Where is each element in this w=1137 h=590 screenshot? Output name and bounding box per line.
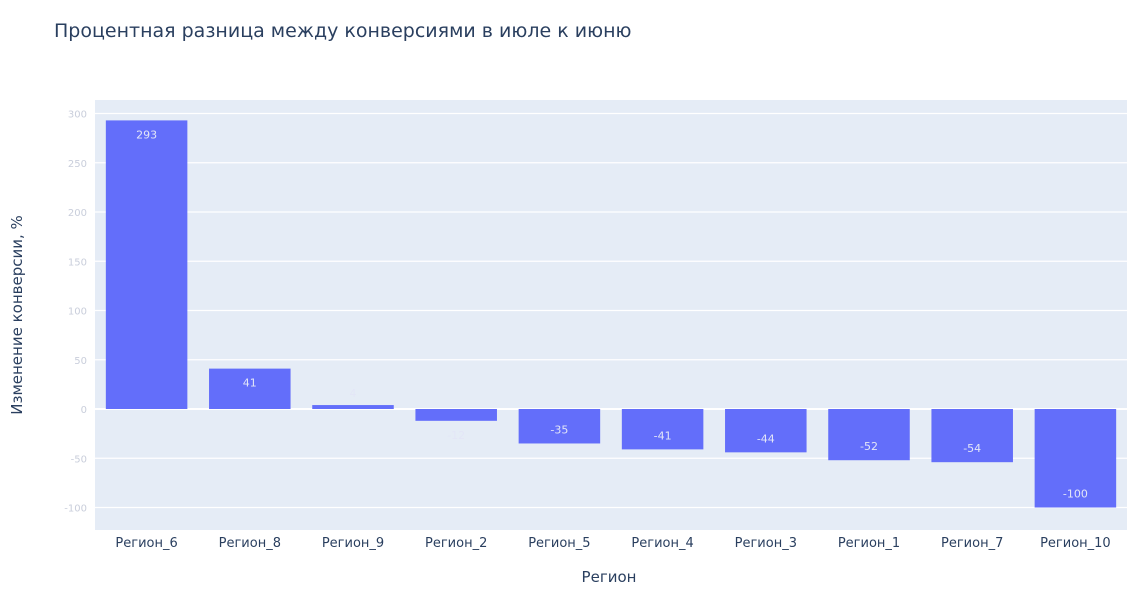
x-tick-label: Регион_9 <box>322 536 384 551</box>
data-label: -41 <box>654 429 672 442</box>
chart-title: Процентная разница между конверсиями в и… <box>54 20 632 42</box>
data-label: -100 <box>1063 488 1088 501</box>
bar-регион-9 <box>312 405 394 409</box>
bar-регион-5 <box>518 409 601 444</box>
bars <box>105 120 1117 508</box>
bar-регион-1 <box>828 409 910 461</box>
bar-регион-3 <box>725 409 807 453</box>
data-label: -35 <box>550 423 568 436</box>
y-tick-label: -100 <box>64 504 87 515</box>
bar-регион-7 <box>931 409 1013 463</box>
y-tick-label: 0 <box>81 405 87 416</box>
y-tick-label: -50 <box>71 454 87 465</box>
bar-регион-8 <box>209 368 291 409</box>
x-tick-label: Регион_4 <box>631 536 693 551</box>
x-tick-label: Регион_3 <box>735 536 797 551</box>
y-tick-label: 300 <box>68 110 87 121</box>
bar-регион-4 <box>621 409 704 450</box>
data-label: 293 <box>136 128 157 141</box>
data-label: 41 <box>243 377 257 390</box>
data-label: 4 <box>350 387 357 400</box>
x-tick-label: Регион_1 <box>838 536 900 551</box>
x-tick-label: Регион_2 <box>425 536 487 551</box>
data-labels: 293 41 4 -12 -35 -41 -44 -52 -54 -100 <box>136 128 1088 500</box>
x-tick-label: Регион_8 <box>219 536 281 551</box>
bar-регион-6 <box>105 120 188 410</box>
y-tick-labels: -100 -50 0 50 100 150 200 250 300 <box>64 110 87 515</box>
x-tick-label: Регион_6 <box>115 536 177 551</box>
x-tick-label: Регион_10 <box>1040 536 1111 551</box>
y-axis-title: Изменение конверсии, % <box>8 215 26 415</box>
bar-регион-10 <box>1034 409 1117 508</box>
x-tick-labels: Регион_6 Регион_8 Регион_9 Регион_2 Регион_5… <box>115 536 1110 551</box>
data-label: -12 <box>447 429 465 442</box>
y-tick-label: 50 <box>74 356 87 367</box>
bar-регион-2 <box>415 409 497 421</box>
x-tick-label: Регион_5 <box>528 536 590 551</box>
data-label: -52 <box>860 440 878 453</box>
y-tick-label: 150 <box>68 257 87 268</box>
data-label: -54 <box>963 442 981 455</box>
plot-area <box>95 100 1127 530</box>
x-axis-title: Регион <box>582 568 637 586</box>
x-tick-label: Регион_7 <box>941 536 1003 551</box>
y-tick-label: 100 <box>68 307 87 318</box>
data-label: -44 <box>757 432 775 445</box>
y-tick-label: 200 <box>68 208 87 219</box>
y-tick-label: 250 <box>68 159 87 170</box>
